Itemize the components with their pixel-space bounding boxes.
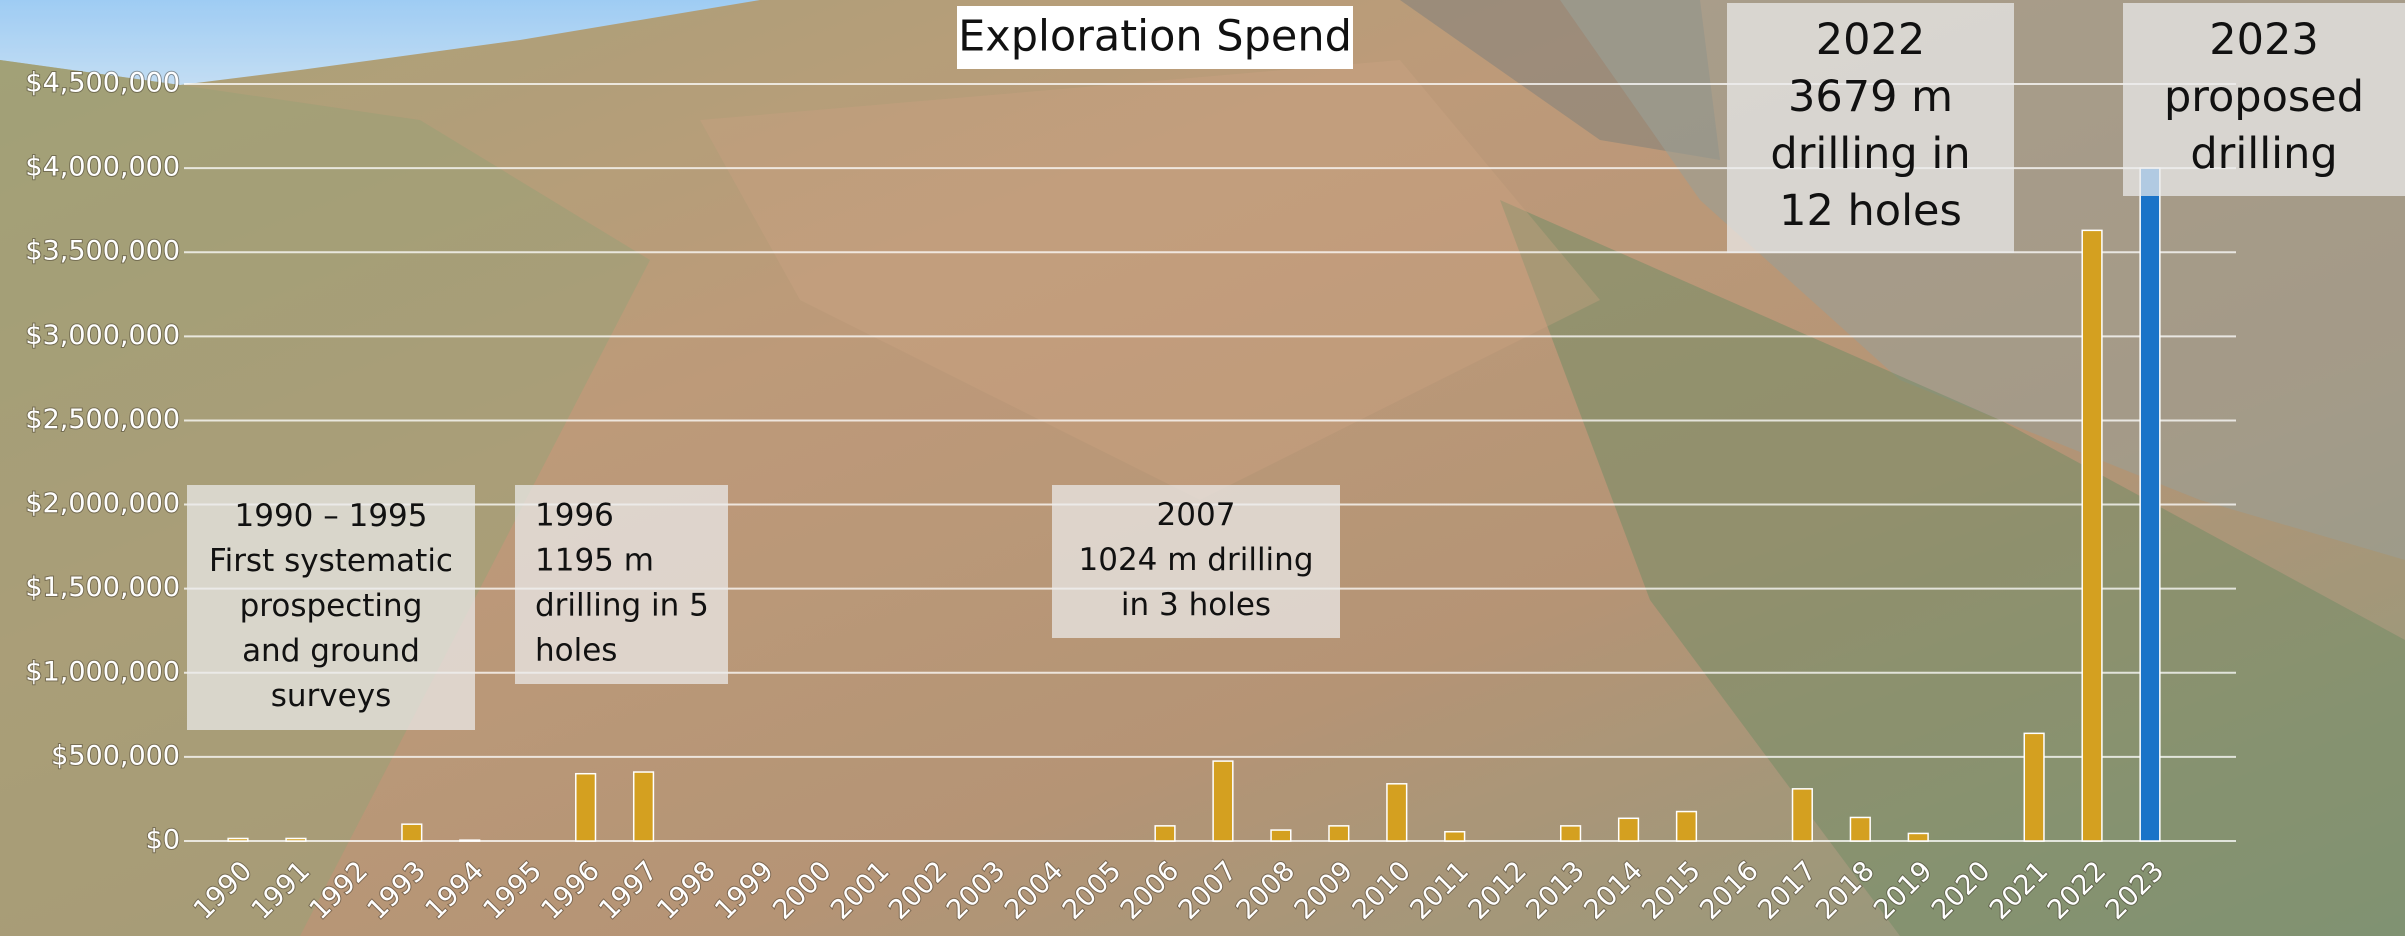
bar — [460, 840, 480, 841]
annotation-text: holes — [535, 633, 617, 669]
bar — [1387, 784, 1407, 841]
bar — [402, 824, 422, 841]
annotation-text: surveys — [271, 678, 391, 714]
annotation-text: drilling in 5 — [535, 588, 709, 624]
y-tick-label: $3,000,000 — [25, 320, 180, 351]
annotation-text: proposed — [2164, 72, 2364, 122]
y-tick-label: $0 — [146, 825, 180, 856]
bar — [1850, 817, 1870, 841]
y-tick-label: $1,000,000 — [25, 656, 180, 687]
y-tick-label: $500,000 — [51, 740, 180, 771]
bar — [2082, 230, 2102, 841]
annotation-text: 1024 m drilling — [1079, 542, 1314, 578]
bar — [1213, 761, 1233, 841]
annotation-text: 1195 m — [535, 543, 654, 579]
y-tick-label: $3,500,000 — [25, 236, 180, 267]
bar — [286, 838, 306, 841]
y-tick-label: $1,500,000 — [25, 572, 180, 603]
bar — [634, 772, 654, 841]
annotation-text: First systematic — [209, 543, 453, 579]
bar — [1445, 832, 1465, 841]
annotation-text: 1990 – 1995 — [235, 498, 428, 534]
annotation-text: and ground — [242, 633, 420, 669]
annotation-text: 2007 — [1157, 497, 1236, 533]
annotation-text: in 3 holes — [1121, 587, 1271, 623]
annotation-text: 2023 — [2209, 15, 2318, 65]
bar — [1329, 826, 1349, 841]
bar — [1271, 830, 1291, 841]
chart: $0 $500,000 $1,000,000 $1,500,000 $2,000,000… — [0, 0, 2405, 936]
bar — [2140, 168, 2160, 841]
bar — [1619, 818, 1639, 841]
y-tick-label: $4,000,000 — [25, 152, 180, 183]
bar — [576, 774, 596, 841]
bar — [228, 838, 248, 841]
annotation-text: drilling — [2190, 129, 2337, 179]
bar — [1677, 812, 1697, 841]
annotation-text: 12 holes — [1779, 186, 1962, 236]
bar — [1908, 833, 1928, 841]
y-tick-label: $2,500,000 — [25, 404, 180, 435]
y-tick-label: $2,000,000 — [25, 488, 180, 519]
bar — [2024, 733, 2044, 841]
annotation-text: drilling in — [1770, 129, 1970, 179]
chart-title: Exploration Spend — [958, 12, 1352, 62]
annotation-text: 2022 — [1816, 15, 1925, 65]
annotation-text: prospecting — [240, 588, 423, 624]
bar — [1561, 826, 1581, 841]
bar — [1793, 789, 1813, 841]
bar — [1155, 826, 1175, 841]
annotation-text: 3679 m — [1788, 72, 1953, 122]
annotation-text: 1996 — [535, 498, 614, 534]
y-tick-label: $4,500,000 — [25, 68, 180, 99]
